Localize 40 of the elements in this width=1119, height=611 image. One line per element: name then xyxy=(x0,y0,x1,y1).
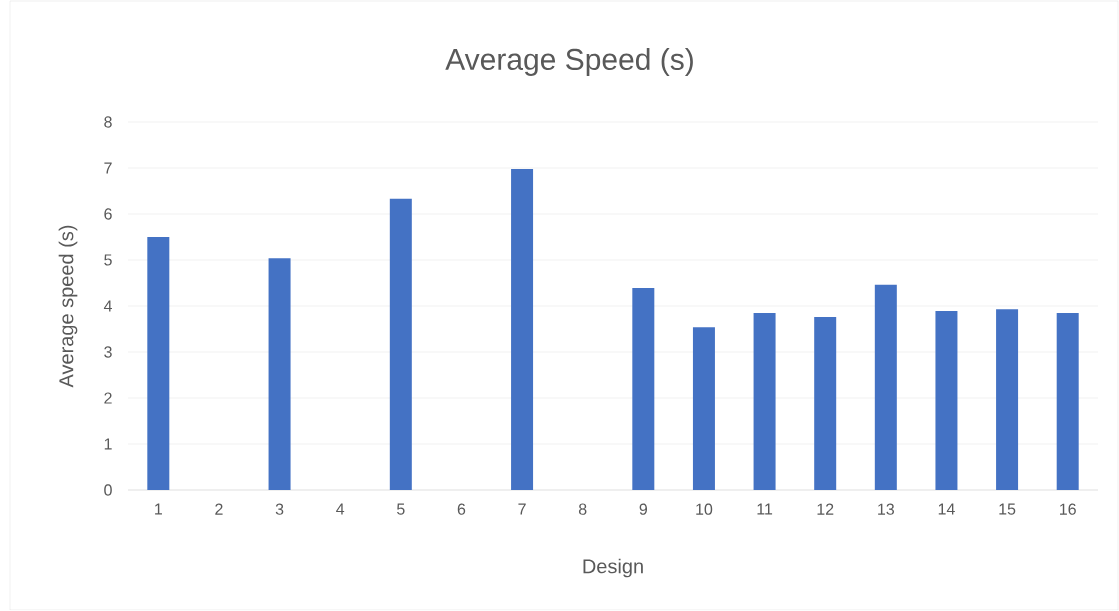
x-tick-label: 11 xyxy=(757,503,773,515)
y-axis-title: Average speed (s) xyxy=(58,225,78,388)
chart-title: Average Speed (s) xyxy=(445,48,693,76)
x-tick-label: 16 xyxy=(1060,503,1076,515)
y-tick-label: 3 xyxy=(104,346,112,358)
bar xyxy=(632,288,655,490)
bar xyxy=(874,284,897,490)
bar xyxy=(996,309,1019,490)
bar xyxy=(389,198,412,490)
x-tick-label: 8 xyxy=(578,503,587,515)
bar xyxy=(511,168,534,490)
y-tick-label: 4 xyxy=(103,300,112,312)
x-tick-label: 6 xyxy=(457,503,466,515)
bar xyxy=(692,327,715,490)
bar xyxy=(753,312,776,490)
x-tick-label: 4 xyxy=(336,503,345,515)
x-tick-label: 7 xyxy=(518,503,526,515)
y-tick-label: 8 xyxy=(104,116,112,128)
y-tick-label: 6 xyxy=(104,208,112,220)
x-tick-label: 1 xyxy=(155,503,162,515)
bar xyxy=(147,237,170,490)
bar xyxy=(935,311,958,490)
y-tick-label: 1 xyxy=(104,438,112,450)
x-axis-title: Design xyxy=(583,558,643,578)
x-tick-label: 5 xyxy=(397,503,405,515)
y-tick-label: 5 xyxy=(104,254,112,266)
x-tick-label: 13 xyxy=(878,503,895,515)
y-tick-label: 0 xyxy=(104,484,112,496)
x-tick-label: 9 xyxy=(639,503,648,515)
x-tick-label: 14 xyxy=(938,503,955,515)
x-tick-label: 10 xyxy=(696,503,713,515)
y-tick-label: 7 xyxy=(104,162,112,174)
x-tick-label: 15 xyxy=(999,503,1016,515)
x-tick-label: 2 xyxy=(215,503,223,515)
y-tick-label: 2 xyxy=(104,392,112,404)
x-tick-label: 12 xyxy=(817,503,834,515)
bar xyxy=(1056,312,1079,490)
x-tick-label: 3 xyxy=(275,503,284,515)
bar xyxy=(814,317,837,490)
bar xyxy=(268,258,291,490)
